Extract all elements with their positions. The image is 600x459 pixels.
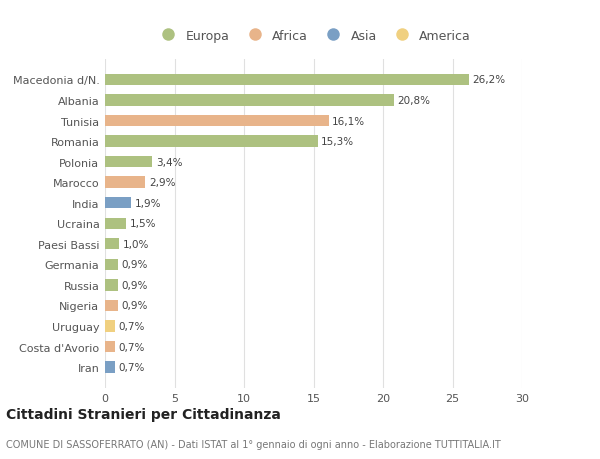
Bar [105,280,118,291]
Bar [105,157,152,168]
Bar [105,321,115,332]
Bar [105,177,145,188]
Text: 16,1%: 16,1% [332,116,365,126]
Text: 0,7%: 0,7% [118,321,145,331]
Bar [105,300,118,311]
Text: COMUNE DI SASSOFERRATO (AN) - Dati ISTAT al 1° gennaio di ogni anno - Elaborazio: COMUNE DI SASSOFERRATO (AN) - Dati ISTAT… [6,440,501,449]
Legend: Europa, Africa, Asia, America: Europa, Africa, Asia, America [156,30,471,43]
Bar [105,341,115,353]
Bar [105,362,115,373]
Text: 0,7%: 0,7% [118,342,145,352]
Bar [105,116,329,127]
Bar [105,218,126,230]
Bar [105,136,317,147]
Bar [105,198,131,209]
Text: 0,9%: 0,9% [121,280,148,290]
Text: 0,9%: 0,9% [121,260,148,270]
Text: 20,8%: 20,8% [398,96,431,106]
Text: 1,5%: 1,5% [130,219,156,229]
Text: 2,9%: 2,9% [149,178,175,188]
Text: Cittadini Stranieri per Cittadinanza: Cittadini Stranieri per Cittadinanza [6,407,281,421]
Text: 15,3%: 15,3% [321,137,354,147]
Bar [105,239,119,250]
Bar [105,259,118,270]
Text: 3,4%: 3,4% [156,157,182,167]
Text: 1,0%: 1,0% [122,239,149,249]
Text: 0,9%: 0,9% [121,301,148,311]
Text: 26,2%: 26,2% [473,75,506,85]
Bar [105,95,394,106]
Text: 0,7%: 0,7% [118,362,145,372]
Bar [105,75,469,86]
Text: 1,9%: 1,9% [135,198,161,208]
